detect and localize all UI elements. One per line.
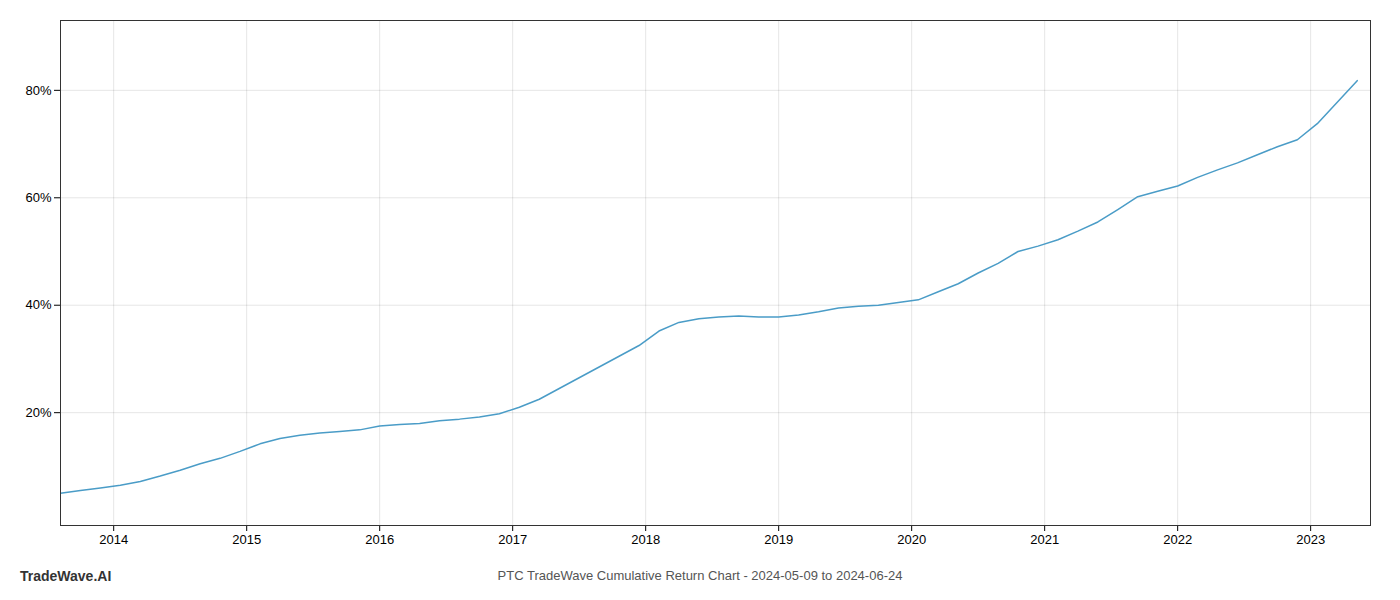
svg-text:2020: 2020 xyxy=(897,532,926,547)
html-text:TradeWave.AI: TradeWave.AI xyxy=(20,568,112,584)
html-text:PTC TradeWave Cumulative Retur: PTC TradeWave Cumulative Return Chart - … xyxy=(497,568,903,583)
svg-text:2021: 2021 xyxy=(1030,532,1059,547)
svg-text:2018: 2018 xyxy=(631,532,660,547)
svg-text:2014: 2014 xyxy=(99,532,128,547)
svg-text:2023: 2023 xyxy=(1296,532,1325,547)
svg-text:2019: 2019 xyxy=(764,532,793,547)
svg-text:2022: 2022 xyxy=(1163,532,1192,547)
svg-text:20%: 20% xyxy=(25,405,51,420)
svg-text:60%: 60% xyxy=(25,190,51,205)
svg-text:2015: 2015 xyxy=(232,532,261,547)
svg-text:80%: 80% xyxy=(25,83,51,98)
svg-text:40%: 40% xyxy=(25,297,51,312)
svg-text:2016: 2016 xyxy=(365,532,394,547)
svg-text:2017: 2017 xyxy=(498,532,527,547)
